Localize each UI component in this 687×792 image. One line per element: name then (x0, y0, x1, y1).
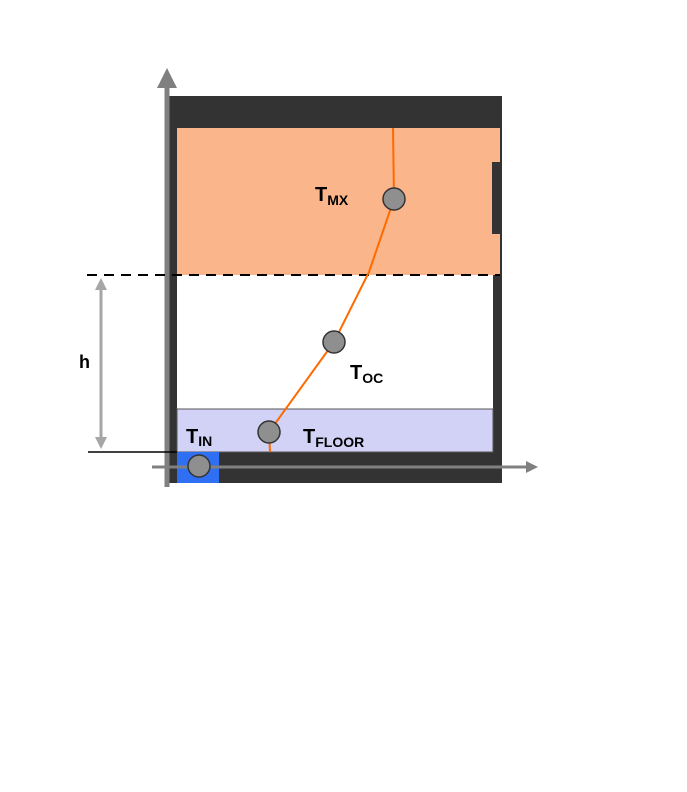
sensor-t-floor (257, 420, 281, 444)
label-t-in-main: T (186, 426, 198, 448)
sensor-t-mx (382, 187, 406, 211)
label-t-oc: TOC (350, 362, 383, 386)
label-t-floor: TFLOOR (303, 426, 364, 450)
upper-mixed-zone (177, 128, 500, 275)
label-t-mx: TMX (315, 184, 349, 208)
sensor-t-in (187, 454, 211, 478)
label-t-in: TIN (186, 426, 212, 449)
floor-zone (176, 408, 494, 453)
label-t-oc-sub: OC (362, 370, 383, 386)
wall-vent (492, 162, 500, 234)
sensor-t-oc (322, 330, 346, 354)
label-t-mx-main: T (315, 184, 327, 206)
label-t-floor-main: T (303, 426, 315, 448)
label-t-mx-sub: MX (327, 192, 349, 208)
label-t-floor-sub: FLOOR (315, 434, 364, 450)
label-t-in-sub: IN (198, 433, 212, 449)
label-h: h (79, 352, 90, 372)
label-t-oc-main: T (350, 362, 362, 384)
